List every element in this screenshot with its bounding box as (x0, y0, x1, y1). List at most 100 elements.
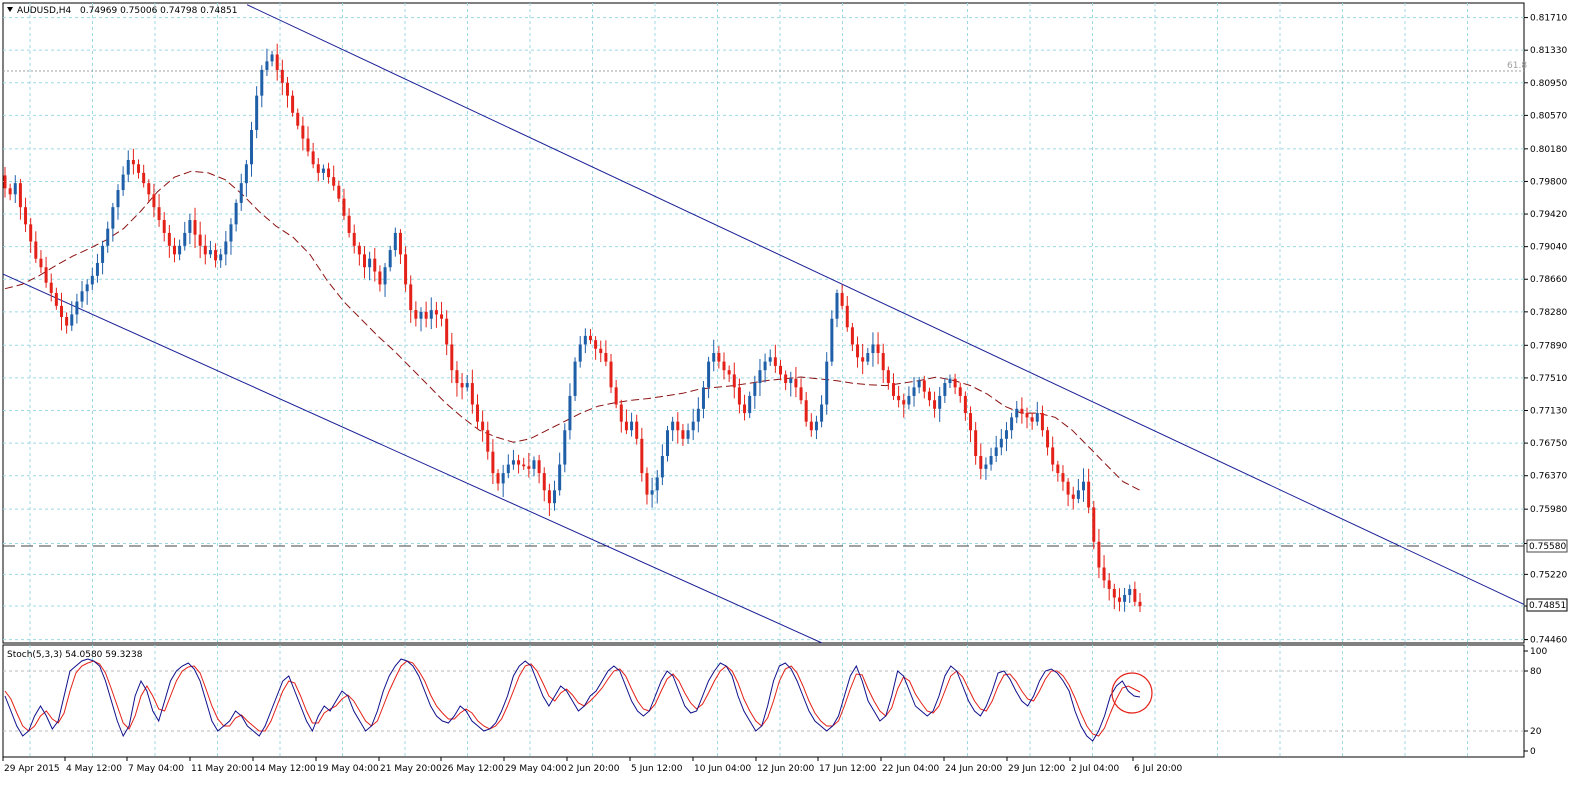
candle-body (486, 430, 490, 452)
time-tick-label: 10 Jun 04:00 (694, 764, 751, 774)
candle-body (1102, 567, 1106, 581)
candle-body (974, 430, 978, 456)
candle-body (152, 194, 156, 208)
grid (3, 3, 1524, 757)
candle-body (1082, 481, 1086, 491)
fib-level-label: 61.8 (1507, 61, 1527, 71)
candle-body (619, 404, 623, 422)
candle-body (527, 466, 531, 469)
candle-body (219, 254, 223, 261)
candle-body (1051, 447, 1055, 465)
candle-body (681, 430, 685, 439)
candle-body (547, 490, 551, 504)
candle-body (450, 344, 454, 371)
current-price-text: 0.74851 (1529, 601, 1566, 611)
candle-body (434, 310, 438, 315)
time-tick-label: 29 May 04:00 (505, 764, 567, 774)
time-tick-label: 22 Jun 04:00 (882, 764, 939, 774)
highlight-circle (1111, 672, 1153, 714)
candle-body (65, 316, 69, 326)
candle-body (886, 370, 890, 384)
candle-body (1128, 588, 1132, 595)
candle-body (640, 438, 644, 474)
candle-body (157, 207, 161, 221)
fib-line-group: 61.8 (3, 61, 1527, 72)
candle-body (1112, 588, 1116, 598)
support-price-text: 0.75580 (1529, 542, 1566, 552)
candle-body (18, 183, 22, 208)
price-tick-label: 0.75980 (1530, 505, 1567, 515)
candle-body (707, 361, 711, 388)
candle-body (137, 164, 141, 173)
candle-body (193, 220, 197, 235)
candle-body (922, 380, 926, 392)
candle-body (440, 314, 444, 319)
candle-body (820, 404, 824, 422)
candle-body (969, 413, 973, 431)
candles (3, 43, 1142, 612)
stoch-tick-label: 20 (1530, 727, 1542, 737)
price-tick-label: 0.79040 (1530, 243, 1567, 253)
channel-lines[interactable] (2, 4, 1525, 644)
candle-body (95, 262, 99, 276)
candle-body (321, 168, 325, 173)
candle-body (666, 430, 670, 456)
candle-body (183, 232, 187, 246)
candle-body (44, 267, 48, 283)
candle-body (676, 421, 680, 431)
candle-body (948, 378, 952, 384)
candle-body (460, 383, 464, 388)
stoch-signal-line (4, 660, 1141, 737)
candle-body (1040, 413, 1044, 431)
time-tick-label: 24 Jun 20:00 (945, 764, 1002, 774)
time-tick-label: 2 Jul 04:00 (1071, 764, 1120, 774)
price-tick-label: 0.80950 (1530, 79, 1567, 89)
stoch-main-line (4, 658, 1141, 742)
candle-body (1123, 594, 1127, 602)
stoch-header-label: Stoch(5,3,3) 54.0580 59.3238 (7, 650, 143, 660)
price-tick-label: 0.78280 (1530, 308, 1567, 318)
candle-body (517, 460, 521, 465)
chart-menu-triangle-icon[interactable] (7, 7, 13, 12)
candle-body (789, 378, 793, 384)
candle-body (1066, 481, 1070, 495)
candle-body (291, 95, 295, 113)
candle-body (809, 421, 813, 431)
candle-body (953, 378, 957, 388)
candle-body (537, 460, 541, 474)
price-tick-label: 0.80180 (1530, 145, 1567, 155)
candle-body (717, 353, 721, 362)
candle-body (116, 190, 120, 208)
price-tick-label: 0.74460 (1530, 636, 1567, 646)
candle-body (927, 391, 931, 401)
candle-body (270, 54, 274, 62)
candle-body (553, 490, 557, 504)
candle-body (178, 245, 182, 255)
candle-body (804, 400, 808, 422)
candle-body (599, 348, 603, 354)
candle-body (13, 183, 17, 195)
candle-body (265, 61, 269, 70)
candle-body (891, 383, 895, 396)
stoch-tick-label: 80 (1530, 667, 1542, 677)
time-tick-label: 26 May 12:00 (442, 764, 504, 774)
candle-body (455, 370, 459, 384)
candle-body (768, 357, 772, 362)
candle-body (327, 168, 331, 178)
candle-body (342, 198, 346, 216)
candle-body (29, 224, 33, 242)
candle-body (701, 387, 705, 409)
candle-body (712, 353, 716, 362)
price-pane-border (2, 2, 1525, 644)
candle-body (106, 228, 110, 246)
price-tick-label: 0.77510 (1530, 374, 1567, 384)
candle-body (3, 175, 7, 189)
candle-body (255, 95, 259, 130)
candle-body (1056, 464, 1060, 474)
candle-body (121, 174, 125, 191)
candle-body (660, 455, 664, 478)
candle-body (332, 177, 336, 186)
candle-body (835, 292, 839, 319)
candle-body (409, 284, 413, 311)
